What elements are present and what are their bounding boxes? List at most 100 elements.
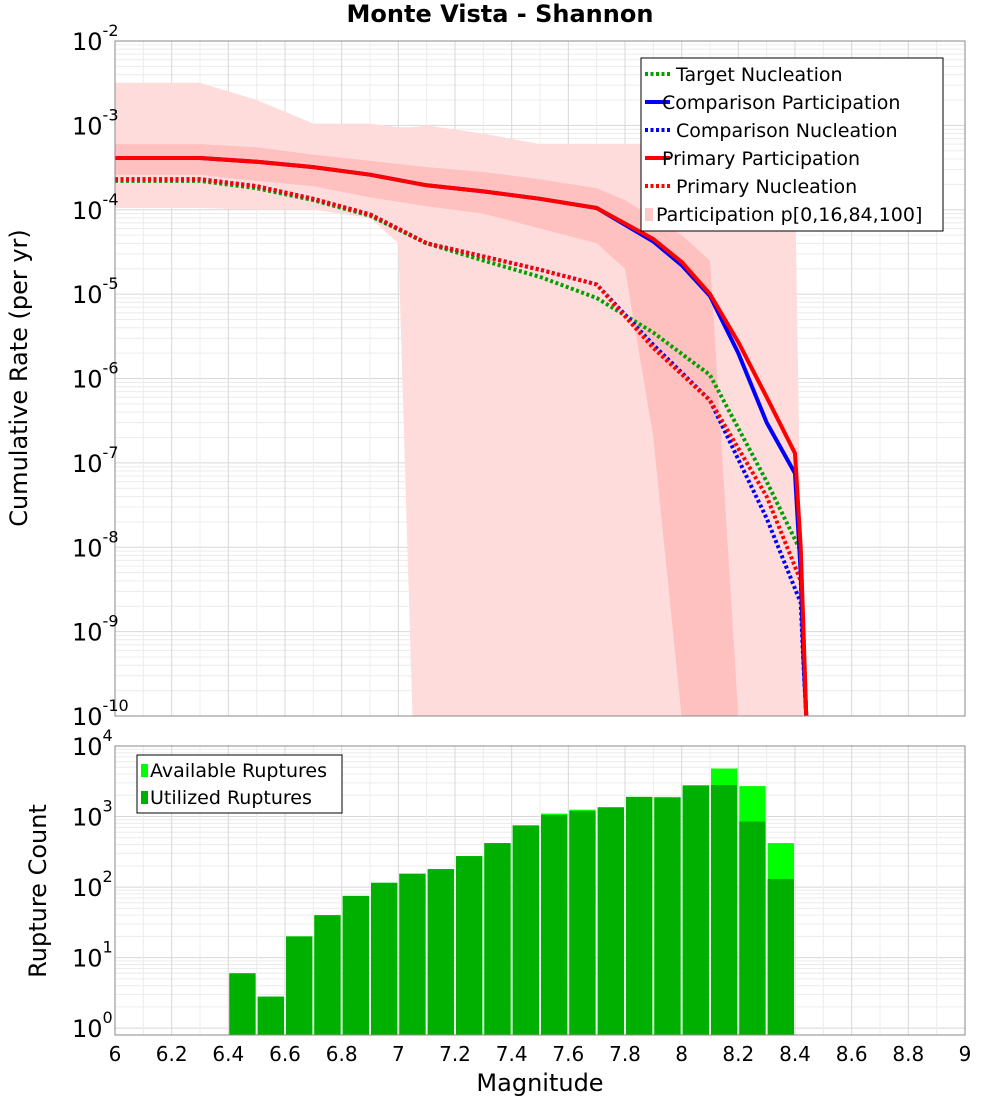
legend-label: Primary Nucleation: [676, 176, 857, 198]
top-y-tick-exp: -5: [103, 274, 119, 293]
top-y-tick-base: 10: [72, 197, 103, 225]
utilized-bar: [286, 936, 313, 1035]
bottom-legend-box: [136, 754, 343, 814]
top-y-tick-exp: -3: [103, 105, 119, 124]
top-y-tick-exp: -7: [103, 443, 119, 462]
utilized-bar: [569, 811, 596, 1035]
bottom-legend: Available Ruptures Utilized Ruptures: [136, 754, 343, 814]
top-y-tick-base: 10: [72, 619, 103, 647]
top-y-tick-base: 10: [72, 366, 103, 394]
x-tick-label: 8.8: [892, 1042, 924, 1066]
top-y-tick-base: 10: [72, 450, 103, 478]
bottom-y-tick-exp: 0: [103, 1008, 113, 1027]
top-y-tick-base: 10: [72, 281, 103, 309]
top-legend: Target Nucleation Comparison Participatio…: [640, 57, 944, 232]
top-legend-box: [640, 57, 944, 232]
x-tick-label: 6.4: [212, 1042, 244, 1066]
x-axis-label: Magnitude: [476, 1069, 603, 1097]
bottom-gridlines: [114, 746, 966, 1035]
legend-label: Comparison Nucleation: [676, 120, 898, 142]
utilized-bar: [626, 796, 653, 1035]
utilized-bar: [399, 873, 426, 1035]
utilized-bar: [739, 821, 766, 1035]
x-tick-label: 6.8: [326, 1042, 358, 1066]
utilized-bar: [711, 785, 738, 1035]
bottom-plot-frame: [114, 745, 966, 1036]
utilized-bar: [541, 815, 568, 1035]
utilized-bar: [342, 895, 369, 1035]
x-tick-label: 7.8: [609, 1042, 641, 1066]
x-tick-label: 6: [109, 1042, 122, 1066]
x-tick-label: 7.6: [552, 1042, 584, 1066]
top-y-tick-exp: -2: [103, 21, 119, 40]
x-tick-label: 6.6: [269, 1042, 301, 1066]
top-y-tick-label: 10-8: [72, 527, 119, 562]
x-tick-label: 9: [959, 1042, 972, 1066]
legend-label: Comparison Participation: [662, 92, 900, 114]
utilized-bar: [456, 856, 483, 1035]
x-tick-labels: 6 6.2 6.4 6.6 6.8 7 7.2 7.4 7.6 7.8 8 8.2 8.4 8.6 8.8 9: [109, 1042, 972, 1066]
bottom-y-tick-label: 104: [72, 726, 113, 761]
bottom-y-tick-exp: 3: [103, 797, 113, 816]
x-tick-label: 7.4: [496, 1042, 528, 1066]
bottom-y-tick-base: 10: [72, 1015, 103, 1043]
top-y-tick-label: 10-3: [72, 105, 119, 140]
bottom-y-axis-label: Rupture Count: [24, 804, 52, 978]
chart-title: Monte Vista - Shannon: [347, 0, 654, 28]
top-y-tick-exp: -9: [103, 612, 119, 631]
bottom-y-tick-label: 102: [72, 867, 113, 902]
utilized-bar: [767, 879, 794, 1035]
top-y-tick-label: 10-7: [72, 443, 119, 478]
top-y-tick-label: 10-5: [72, 274, 119, 309]
participation-bands: [115, 82, 804, 716]
legend-swatch: [141, 791, 148, 804]
legend-label: Participation p[0,16,84,100]: [656, 204, 922, 226]
top-y-tick-label: 10-4: [72, 190, 119, 225]
x-tick-label: 8.4: [779, 1042, 811, 1066]
bottom-y-tick-base: 10: [72, 733, 103, 761]
bottom-y-tick-label: 100: [72, 1008, 113, 1043]
top-y-tick-labels: 10-210-310-410-510-610-710-810-910-10: [72, 21, 129, 731]
top-y-axis-label: Cumulative Rate (per yr): [5, 229, 33, 527]
utilized-bar: [371, 882, 398, 1035]
legend-swatch: [141, 764, 148, 777]
top-y-tick-exp: -4: [103, 190, 119, 209]
x-tick-label: 8.2: [722, 1042, 754, 1066]
utilized-bar: [314, 915, 341, 1035]
series-line-primary-nucleation: [115, 177, 809, 716]
top-y-tick-label: 10-2: [72, 21, 119, 56]
x-tick-label: 6.2: [156, 1042, 188, 1066]
bottom-y-tick-exp: 4: [103, 726, 113, 745]
utilized-bar: [654, 797, 681, 1035]
top-y-tick-label: 10-10: [72, 696, 129, 731]
rate-lines: [115, 156, 809, 716]
top-y-tick-exp: -8: [103, 527, 119, 546]
rupture-bars: [229, 768, 794, 1035]
legend-label: Target Nucleation: [675, 64, 843, 86]
legend-swatch: [645, 208, 653, 221]
utilized-bar: [229, 973, 256, 1035]
top-plot-frame: [114, 40, 966, 717]
bottom-y-tick-label: 103: [72, 797, 113, 832]
utilized-bar: [257, 996, 284, 1035]
utilized-bar: [484, 843, 511, 1035]
series-line-primary-participation: [115, 156, 809, 716]
x-tick-label: 7.2: [439, 1042, 471, 1066]
top-y-tick-base: 10: [72, 28, 103, 56]
top-y-tick-exp: -10: [103, 696, 129, 715]
bottom-y-tick-base: 10: [72, 804, 103, 832]
x-tick-label: 8: [675, 1042, 688, 1066]
legend-label: Primary Participation: [662, 148, 860, 170]
utilized-bar: [427, 869, 454, 1035]
x-tick-label: 8.6: [836, 1042, 868, 1066]
top-y-tick-label: 10-9: [72, 612, 119, 647]
top-y-tick-exp: -6: [103, 359, 119, 378]
bottom-y-tick-base: 10: [72, 945, 103, 973]
band-p16-p84: [115, 144, 739, 716]
top-y-tick-label: 10-6: [72, 359, 119, 394]
utilized-bar: [682, 786, 709, 1035]
bottom-y-tick-exp: 1: [103, 938, 113, 957]
bottom-y-tick-base: 10: [72, 874, 103, 902]
